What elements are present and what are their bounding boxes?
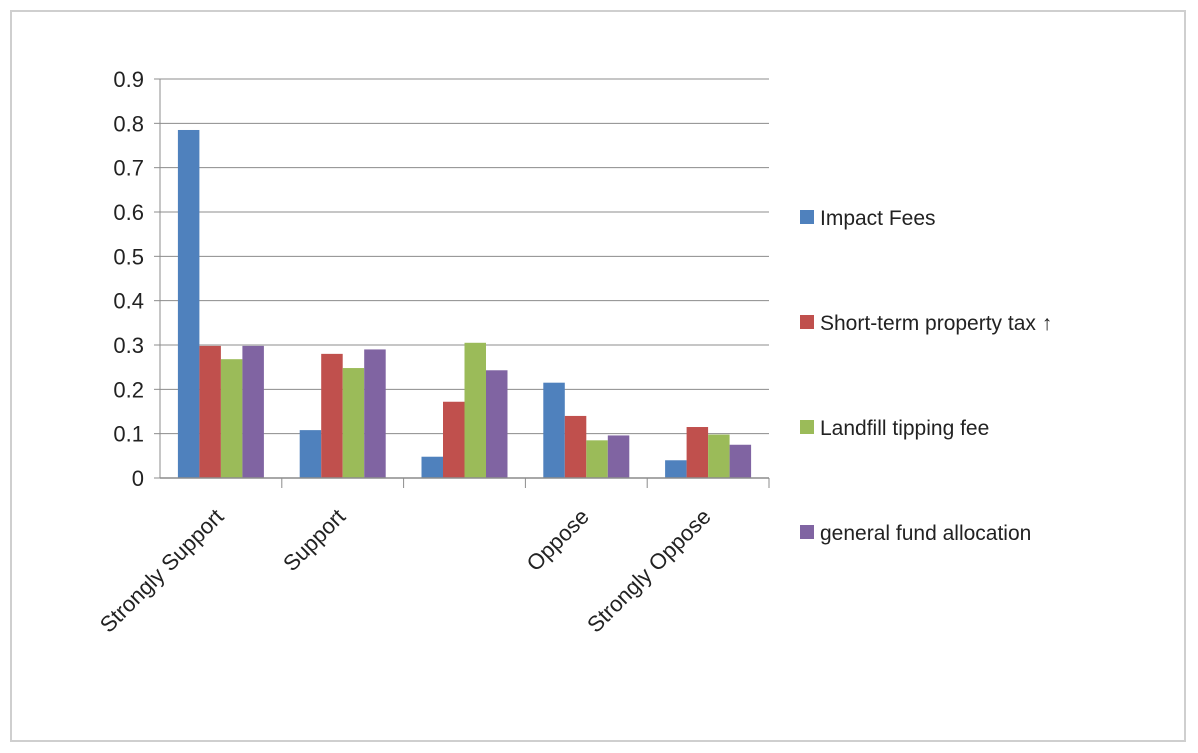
bar: [242, 346, 264, 478]
y-tick-label: 0.8: [113, 111, 144, 136]
y-tick-label: 0.1: [113, 422, 144, 447]
legend-swatch: [800, 315, 814, 329]
bar: [221, 359, 243, 478]
bar: [321, 354, 343, 478]
legend-label: Landfill tipping fee: [820, 417, 989, 440]
bars: [178, 130, 751, 478]
bar: [465, 343, 487, 478]
bar: [708, 435, 730, 478]
bar: [665, 460, 687, 478]
y-tick-label: 0.6: [113, 200, 144, 225]
y-tick-label: 0.3: [113, 333, 144, 358]
bar: [443, 402, 465, 478]
legend-swatch: [800, 525, 814, 539]
bar: [565, 416, 587, 478]
y-tick-label: 0.4: [113, 289, 144, 314]
legend-label: Impact Fees: [820, 207, 936, 230]
x-tick-label: Support: [278, 504, 350, 576]
legend-label: general fund allocation: [820, 522, 1031, 545]
x-tick-label: Oppose: [522, 504, 594, 576]
y-tick-label: 0.9: [113, 67, 144, 92]
y-tick-label: 0.7: [113, 156, 144, 181]
bar: [422, 457, 444, 478]
legend-swatch: [800, 210, 814, 224]
legend: Impact Fees Short-term property tax ↑ Land…: [800, 207, 1052, 545]
y-tick-label: 0.2: [113, 377, 144, 402]
bar: [608, 435, 630, 478]
bar: [586, 440, 608, 478]
legend-swatch: [800, 420, 814, 434]
x-tick-label: Strongly Support: [95, 504, 229, 638]
y-tick-label: 0: [132, 466, 144, 491]
bar: [730, 445, 752, 478]
bar: [687, 427, 709, 478]
bar: [178, 130, 200, 478]
bar: [300, 430, 322, 478]
bar: [364, 349, 386, 478]
y-tick-label: 0.5: [113, 244, 144, 269]
bar: [199, 346, 221, 478]
bar: [543, 383, 565, 478]
bar: [486, 370, 508, 478]
legend-label: Short-term property tax ↑: [820, 312, 1052, 335]
y-axis-ticks: 0 0.1 0.2 0.3 0.4 0.5 0.6 0.7 0.8 0.9: [113, 67, 160, 491]
x-tick-label: Strongly Oppose: [582, 504, 716, 638]
bar: [343, 368, 365, 478]
